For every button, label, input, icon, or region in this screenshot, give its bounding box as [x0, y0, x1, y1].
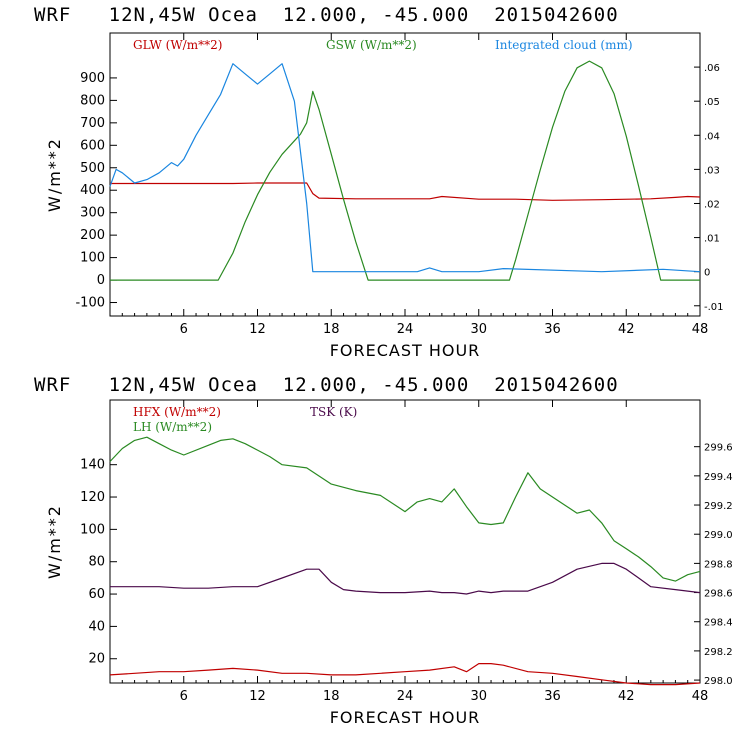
chart-1-ytick-label: -100 [75, 296, 105, 311]
chart-1-series-1-line [110, 182, 701, 201]
chart-2-y2tick-label: 298.4 [704, 618, 733, 629]
chart-2-y2tick-label: 299.0 [704, 530, 733, 541]
chart-1-xtick-label: 48 [692, 322, 709, 337]
chart-2-y2tick-label: 299.4 [704, 472, 733, 483]
chart-2-ytick-label: 60 [88, 587, 105, 602]
chart-2-xtick-label: 30 [470, 689, 487, 704]
chart-2-xtick-label: 18 [323, 689, 340, 704]
chart-1-ylabel: W/m**2 [45, 137, 64, 212]
chart-1-ytick-label: 700 [80, 116, 105, 131]
chart-1-y2tick-label: -.01 [704, 302, 724, 313]
chart-1-xlabel: FORECAST HOUR [330, 341, 481, 360]
chart-1-xtick-label: 6 [180, 322, 188, 337]
chart-1-ytick-label: 100 [80, 251, 105, 266]
chart-1-y2tick-label: .02 [704, 199, 720, 210]
chart-2-legend-3: TSK (K) [310, 405, 357, 419]
chart-1-ytick-label: 200 [80, 228, 105, 243]
chart-2-ylabel: W/m**2 [45, 504, 64, 579]
chart-1-xtick-label: 24 [397, 322, 414, 337]
chart-1-frame [109, 32, 701, 317]
chart-2-frame [109, 399, 701, 684]
chart-2-xtick-label: 24 [397, 689, 414, 704]
chart-2-y2tick-label: 299.6 [704, 443, 733, 454]
chart-1-ytick-label: 400 [80, 183, 105, 198]
chart-1-legend-3: Integrated cloud (mm) [495, 38, 633, 52]
chart-2-y2tick-label: 298.6 [704, 589, 733, 600]
chart-1-y2tick-label: .03 [704, 165, 720, 176]
chart-1-xtick-label: 42 [618, 322, 635, 337]
chart-2-legend-1: HFX (W/m**2) [133, 405, 221, 419]
chart-1-series-3-line [109, 63, 701, 273]
chart-2-xlabel: FORECAST HOUR [330, 708, 481, 727]
chart-2-legend-2: LH (W/m**2) [133, 420, 212, 434]
chart-2-ytick-label: 20 [88, 652, 105, 667]
chart-2-y2tick-label: 298.8 [704, 559, 733, 570]
chart-1-legend-1: GLW (W/m**2) [133, 38, 222, 52]
chart-2-ytick-label: 100 [80, 522, 105, 537]
chart-1-series-2-line [110, 60, 700, 281]
chart-1-y2tick-label: .05 [704, 97, 720, 108]
chart-2-y2tick-label: 299.2 [704, 501, 733, 512]
chart-2-ytick-label: 40 [88, 619, 105, 634]
chart-2-ytick-label: 140 [80, 458, 105, 473]
chart-1-xtick-label: 18 [323, 322, 340, 337]
chart-1-legend-2: GSW (W/m**2) [326, 38, 417, 52]
chart-1-title: WRF 12N,45W Ocea 12.000, -45.000 2015042… [34, 4, 619, 26]
chart-1-ytick-label: 800 [80, 93, 105, 108]
chart-2-series-2-line [109, 436, 701, 582]
chart-1-y2tick-label: .06 [704, 63, 720, 74]
chart-2-xtick-label: 12 [249, 689, 266, 704]
chart-1-ytick-label: 900 [80, 71, 105, 86]
chart-1-y2tick-label: .01 [704, 234, 720, 245]
chart-1-xtick-label: 30 [470, 322, 487, 337]
chart-1-ytick-label: 0 [97, 273, 105, 288]
chart-2-title: WRF 12N,45W Ocea 12.000, -45.000 2015042… [34, 374, 619, 396]
chart-2-series-3-line [110, 562, 701, 595]
chart-1-plot: 6 12 18 24 30 36 42 48 FORECAST HOUR W/m**2 -100 0 1… [45, 32, 724, 360]
chart-1-y2tick-label: .04 [704, 131, 720, 142]
chart-1-xtick-label: 36 [544, 322, 561, 337]
chart-2-xtick-label: 6 [180, 689, 188, 704]
chart-2-series-1-line [109, 662, 701, 686]
chart-1-ytick-label: 300 [80, 206, 105, 221]
chart-1-xtick-label: 12 [249, 322, 266, 337]
chart-1-ytick-label: 500 [80, 161, 105, 176]
chart-2-y2tick-label: 298.2 [704, 647, 733, 658]
chart-2-xtick-label: 36 [544, 689, 561, 704]
chart-2-ytick-label: 120 [80, 490, 105, 505]
chart-2-xtick-label: 42 [618, 689, 635, 704]
chart-2-plot: 6 12 18 24 30 36 42 48 FORECAST HOUR W/m**2 20 40 60… [45, 399, 733, 727]
chart-2-y2tick-label: 298.0 [704, 676, 733, 687]
chart-1-ytick-label: 600 [80, 138, 105, 153]
chart-1-y2tick-label: 0 [704, 268, 710, 279]
chart-2-xtick-label: 48 [692, 689, 709, 704]
chart-2-ytick-label: 80 [88, 555, 105, 570]
